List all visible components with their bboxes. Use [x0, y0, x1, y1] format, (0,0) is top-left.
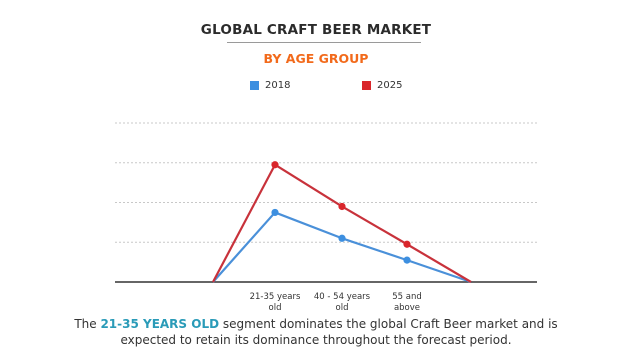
data-point-2025-2 [338, 202, 346, 211]
caption-highlight: 21-35 YEARS OLD [100, 317, 220, 331]
x-tick-label-2-1: old [336, 303, 349, 313]
data-point-2018-3 [403, 256, 411, 264]
x-tick-label-3-0: 55 and [392, 292, 422, 302]
legend-item-2025: 2025 [362, 80, 402, 91]
title-underline [227, 42, 421, 43]
x-tick-label-2-0: 40 - 54 years [314, 292, 371, 302]
x-tick-label-1-0: 21-35 years [250, 292, 301, 302]
chart-caption: The 21-35 YEARS OLD segment dominates th… [60, 316, 572, 348]
x-tick-label-1-1: old [269, 303, 282, 313]
legend-swatch-2025 [362, 81, 371, 90]
legend-item-2018: 2018 [250, 80, 290, 91]
data-point-2025-1 [271, 161, 279, 169]
series-line-2018 [212, 211, 472, 284]
data-point-2018-2 [338, 234, 346, 242]
caption-text-start: The [74, 317, 101, 331]
legend-label-2018: 2018 [265, 80, 291, 91]
caption-text-end: segment dominates the global Craft Beer … [120, 317, 558, 347]
chart-subtitle: BY AGE GROUP [263, 51, 369, 66]
data-point-2025-3 [403, 240, 411, 248]
series-line-2025 [212, 163, 472, 283]
legend-swatch-2018 [250, 81, 259, 90]
legend-label-2025: 2025 [377, 80, 403, 91]
chart-title: GLOBAL CRAFT BEER MARKET [200, 22, 432, 38]
data-point-2018-1 [271, 208, 279, 217]
x-tick-label-3-1: above [394, 303, 420, 313]
